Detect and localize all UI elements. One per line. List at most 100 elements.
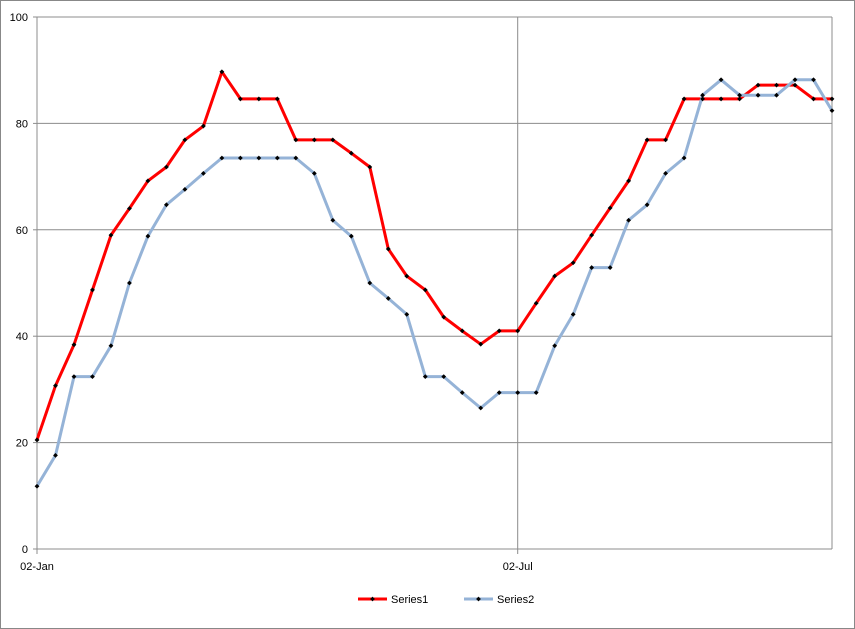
x-tick-label-0: 02-Jan bbox=[20, 561, 54, 573]
series-line-2 bbox=[35, 78, 834, 488]
data-point-s1-42 bbox=[811, 96, 816, 102]
data-point-s1-10 bbox=[219, 69, 225, 75]
data-point-s2-10 bbox=[219, 155, 225, 161]
data-point-s1-5 bbox=[127, 206, 132, 211]
data-point-s2-29 bbox=[570, 311, 576, 317]
data-point-s1-17 bbox=[348, 150, 354, 156]
data-point-s1-41 bbox=[792, 82, 798, 88]
data-point-s2-3 bbox=[90, 374, 95, 380]
series-line-1 bbox=[35, 70, 834, 442]
data-point-s2-32 bbox=[626, 217, 632, 223]
y-tick-label-20: 20 bbox=[16, 438, 28, 450]
data-point-s1-33 bbox=[644, 137, 650, 143]
data-point-s1-37 bbox=[718, 96, 724, 102]
data-point-s1-40 bbox=[774, 82, 779, 88]
data-point-s2-35 bbox=[681, 155, 687, 161]
data-point-s2-15 bbox=[311, 171, 317, 176]
y-tick-label-0: 0 bbox=[22, 544, 28, 556]
data-point-s1-3 bbox=[90, 287, 95, 293]
data-point-s2-8 bbox=[182, 186, 188, 192]
data-point-s2-6 bbox=[145, 233, 151, 239]
plot-area bbox=[37, 17, 832, 549]
data-point-s1-34 bbox=[663, 137, 669, 143]
data-point-s2-9 bbox=[200, 171, 206, 176]
data-point-s2-30 bbox=[589, 265, 595, 270]
data-point-s2-22 bbox=[441, 374, 447, 380]
data-point-s2-23 bbox=[459, 390, 465, 395]
data-point-s1-7 bbox=[164, 164, 169, 170]
data-point-s1-25 bbox=[496, 328, 502, 334]
data-point-s1-18 bbox=[367, 164, 373, 170]
legend-label-1: Series1 bbox=[391, 594, 428, 606]
legend-marker-1 bbox=[370, 596, 375, 602]
data-point-s1-22 bbox=[441, 314, 447, 320]
data-point-s1-32 bbox=[626, 178, 632, 184]
data-point-s2-11 bbox=[237, 155, 243, 161]
data-point-s2-16 bbox=[330, 217, 336, 223]
data-point-s2-1 bbox=[53, 452, 58, 458]
data-point-s2-4 bbox=[108, 343, 114, 349]
data-point-s1-19 bbox=[385, 246, 391, 252]
data-point-s2-28 bbox=[552, 343, 558, 349]
y-tick-label-80: 80 bbox=[16, 118, 28, 130]
data-point-s2-25 bbox=[496, 390, 502, 395]
data-point-s2-0 bbox=[34, 483, 40, 489]
data-point-s1-15 bbox=[311, 137, 317, 143]
data-point-s2-19 bbox=[385, 296, 391, 301]
data-point-s1-24 bbox=[478, 341, 484, 347]
y-tick-label-60: 60 bbox=[16, 225, 28, 237]
data-point-s2-31 bbox=[607, 265, 613, 270]
data-point-s2-14 bbox=[293, 155, 299, 161]
data-point-s1-14 bbox=[293, 137, 299, 143]
data-point-s2-33 bbox=[644, 202, 650, 208]
x-tick-label-1: 02-Jul bbox=[503, 561, 533, 573]
data-point-s1-1 bbox=[53, 383, 58, 389]
data-point-s2-27 bbox=[533, 390, 539, 395]
data-point-s1-12 bbox=[256, 96, 262, 102]
data-point-s2-38 bbox=[737, 92, 742, 98]
data-point-s2-37 bbox=[718, 77, 724, 83]
data-point-s1-29 bbox=[570, 260, 576, 266]
data-point-s1-28 bbox=[552, 273, 558, 279]
data-point-s2-40 bbox=[774, 92, 779, 98]
data-point-s1-0 bbox=[34, 437, 40, 443]
data-point-s2-42 bbox=[811, 77, 816, 83]
data-point-s2-2 bbox=[71, 374, 77, 380]
data-point-s1-30 bbox=[589, 232, 595, 238]
data-point-s1-39 bbox=[755, 82, 761, 88]
data-point-s1-9 bbox=[200, 123, 206, 129]
data-point-s1-35 bbox=[681, 96, 687, 102]
data-point-s1-27 bbox=[533, 300, 539, 306]
y-tick-label-100: 100 bbox=[10, 12, 28, 24]
data-point-s2-5 bbox=[127, 280, 132, 286]
legend-marker-2 bbox=[476, 596, 481, 602]
data-point-s2-36 bbox=[700, 92, 705, 98]
data-point-s1-21 bbox=[422, 287, 428, 293]
data-point-s2-34 bbox=[663, 171, 669, 176]
data-point-s1-13 bbox=[274, 96, 280, 102]
data-point-s2-17 bbox=[348, 233, 354, 239]
data-point-s1-23 bbox=[459, 328, 465, 334]
data-point-s1-26 bbox=[515, 328, 521, 334]
data-point-s1-6 bbox=[145, 178, 151, 184]
data-point-s2-20 bbox=[404, 311, 410, 317]
data-point-s1-20 bbox=[404, 273, 410, 279]
data-point-s1-43 bbox=[829, 96, 835, 102]
data-point-s1-38 bbox=[737, 96, 742, 102]
data-point-s2-26 bbox=[515, 390, 521, 395]
data-point-s1-2 bbox=[71, 342, 77, 348]
data-point-s1-4 bbox=[108, 232, 114, 238]
data-point-s2-24 bbox=[478, 405, 484, 411]
data-point-s1-11 bbox=[237, 96, 243, 102]
data-point-s1-36 bbox=[700, 96, 705, 102]
legend-label-2: Series2 bbox=[497, 594, 534, 606]
data-point-s2-39 bbox=[755, 92, 761, 98]
data-point-s2-12 bbox=[256, 155, 262, 161]
data-point-s1-31 bbox=[607, 205, 613, 211]
data-point-s1-8 bbox=[182, 137, 188, 143]
data-point-s2-21 bbox=[422, 374, 428, 380]
data-point-s2-43 bbox=[829, 108, 835, 114]
data-point-s2-13 bbox=[274, 155, 280, 161]
